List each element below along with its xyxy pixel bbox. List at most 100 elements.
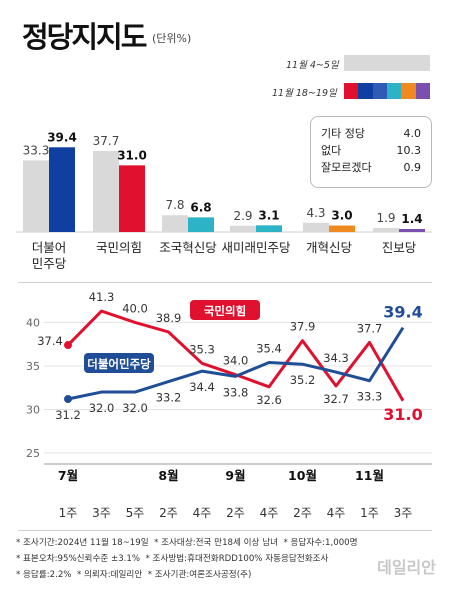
line-data-label: 40.0 [122, 301, 148, 315]
bar-chart: 33.339.4 더불어민주당 37.731.0 국민의힘 7.8 6.8 조국혁신당 2.9… [16, 130, 432, 271]
line-point [64, 395, 72, 404]
bar-category-label: 더불어 [32, 240, 67, 255]
line-data-label: 34.0 [223, 354, 249, 368]
line-data-label: 34.4 [189, 380, 215, 394]
bar-curr [329, 225, 355, 232]
footnote-agency: * 조사기관:여론조사공정(주) [147, 570, 252, 580]
bar-value-prev: 2.9 [233, 209, 252, 223]
footnote-line-3: * 응답률:2.2% * 의뢰자:데일리안 * 조사기관:여론조사공정(주) [16, 568, 251, 580]
line-data-label: 33.3 [357, 390, 383, 404]
others-row: 기타 정당 4.0 [311, 125, 431, 142]
line-data-label: 35.3 [189, 342, 215, 356]
legend-prev-swatch [344, 55, 430, 71]
line-data-label: 35.4 [256, 341, 282, 355]
footer-divider [18, 530, 432, 531]
bar-category-label: 진보당 [382, 240, 417, 255]
line-data-label: 32.6 [256, 393, 282, 407]
bar-value-prev: 4.3 [306, 206, 325, 220]
bar-curr [256, 225, 282, 232]
line-series [66, 309, 405, 402]
y-tick-label: 35 [26, 360, 40, 373]
others-row: 잘모르겠다 0.9 [311, 159, 431, 176]
others-label: 없다 [321, 144, 342, 157]
footnote-survey-period: * 조사기간:2024년 11월 18~19일 [16, 538, 149, 548]
bar-value-curr: 1.4 [401, 212, 422, 226]
bar-value-prev: 37.7 [93, 134, 120, 148]
line-data-label: 37.7 [357, 321, 383, 335]
x-tick-label: 4주 [327, 506, 346, 520]
line-chart: 25 30 35 40 1주 3주 5주 2주 4주 2주 4주 2주 4주 1주 3주 7월 8월 9월 10월 1… [26, 290, 432, 520]
x-tick-label: 4주 [193, 506, 212, 520]
line-data-label: 31.2 [55, 408, 81, 422]
bar-value-curr: 3.1 [258, 208, 279, 222]
x-tick-label: 2주 [159, 506, 178, 520]
line-data-label: 32.7 [323, 392, 349, 406]
line-data-label: 33.2 [156, 391, 182, 405]
x-month-label: 11월 [355, 468, 384, 483]
watermark-logo: 데일리안 [377, 558, 436, 577]
bar-value-curr: 39.4 [47, 130, 77, 144]
x-tick-label: 5주 [126, 506, 145, 520]
footnote-respondents: * 응답자수:1,000명 [283, 538, 358, 548]
legend-seg-purple [415, 83, 430, 99]
line-data-label: 31.0 [383, 405, 422, 424]
footnote-method: * 조사방법:휴대전화RDD100% 자동응답전화조사 [145, 554, 329, 564]
bar-curr [399, 228, 425, 232]
bar-prev [373, 227, 399, 232]
bar-curr [49, 147, 75, 232]
legend-prev-label: 11월 4~5일 [286, 60, 339, 71]
bar-prev [162, 215, 188, 232]
y-tick-label: 25 [26, 447, 40, 460]
bar-value-curr: 3.0 [331, 209, 352, 223]
bar-curr [119, 165, 145, 232]
footnote-line-2: * 표본오차:95%신뢰수준 ±3.1% * 조사방법:휴대전화RDD100% … [16, 552, 328, 564]
line-data-label: 38.9 [156, 311, 182, 325]
footnote-target: * 조사대상:전국 만18세 이상 남녀 [154, 538, 279, 548]
line-data-label: 32.0 [122, 401, 148, 415]
others-label: 기타 정당 [321, 127, 365, 140]
bar-value-curr: 31.0 [117, 148, 147, 162]
legend-seg-teal [386, 83, 402, 99]
x-tick-label: 2주 [226, 506, 245, 520]
footnote-response-rate: * 응답률:2.2% [16, 570, 72, 580]
x-month-label: 9월 [225, 468, 245, 483]
footnote-client: * 의뢰자:데일리안 [76, 570, 143, 580]
bar-prev [23, 160, 49, 232]
unit-label: (단위%) [152, 32, 192, 45]
line-data-label: 34.3 [323, 351, 349, 365]
bar-category-label: 민주당 [32, 256, 67, 271]
bar-value-prev: 33.3 [23, 143, 50, 157]
line-data-label: 41.3 [89, 290, 115, 304]
legend-curr-label: 11월 18~19일 [272, 88, 337, 99]
series-tag [84, 353, 154, 373]
line-point [64, 341, 72, 350]
footnote-line-1: * 조사기간:2024년 11월 18~19일 * 조사대상:전국 만18세 이… [16, 536, 358, 548]
series-tag [190, 300, 260, 320]
x-tick-label: 4주 [260, 506, 279, 520]
line-data-label: 37.9 [290, 320, 316, 334]
x-tick-label: 1주 [360, 506, 379, 520]
x-tick-label: 3주 [394, 506, 413, 520]
others-value: 0.9 [403, 161, 422, 174]
bar-value-prev: 1.9 [376, 211, 395, 225]
bar-category-label: 조국혁신당 [159, 240, 217, 255]
series-name-label: 국민의힘 [204, 304, 246, 318]
others-value: 10.3 [396, 144, 422, 157]
legend-seg-democratic [358, 83, 373, 99]
bar-prev [93, 150, 119, 232]
legend-seg-blue2 [372, 83, 387, 99]
line-data-label: 32.0 [89, 401, 115, 415]
bar-category-label: 국민의힘 [96, 240, 142, 255]
bar-curr [188, 217, 214, 232]
line-data-label: 37.4 [37, 334, 63, 348]
bar-prev [230, 225, 256, 232]
x-month-label: 8월 [158, 468, 178, 483]
x-tick-label: 3주 [92, 506, 111, 520]
line-data-label: 33.8 [223, 385, 249, 399]
x-tick-label: 1주 [59, 506, 78, 520]
section-divider [18, 282, 432, 283]
chart-title: 정당지지도 [22, 20, 147, 54]
bar-prev [303, 222, 329, 232]
others-box: 기타 정당 4.0 없다 10.3 잘모르겠다 0.9 [310, 116, 432, 188]
x-month-label: 7월 [58, 468, 78, 483]
